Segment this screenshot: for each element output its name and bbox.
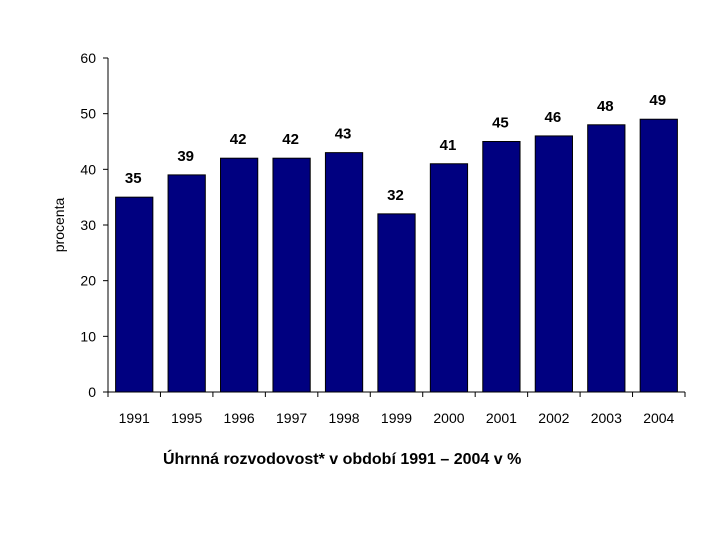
data-label-2001: 45 [492, 115, 509, 132]
x-tick-label-1998: 1998 [328, 410, 359, 426]
bar-2000 [429, 163, 469, 393]
x-tick-label-1995: 1995 [171, 410, 202, 426]
bar-2004 [639, 118, 678, 393]
x-tick-label-1999: 1999 [381, 410, 412, 426]
bar-2003 [587, 124, 626, 393]
data-label-2002: 46 [545, 109, 562, 126]
data-label-1996: 42 [230, 131, 247, 148]
bar-1995 [167, 174, 206, 393]
y-tick-label: 20 [80, 273, 96, 289]
y-tick-label: 50 [80, 106, 96, 122]
data-label-1995: 39 [177, 148, 194, 165]
chart-caption: Úhrnná rozvodovost* v období 1991 – 2004… [163, 451, 522, 468]
x-tick-label-2000: 2000 [433, 410, 464, 426]
bar-1996 [220, 157, 259, 393]
x-tick-label-2004: 2004 [643, 410, 674, 426]
data-label-2000: 41 [440, 137, 457, 154]
bar-1991 [115, 196, 154, 393]
data-label-1999: 32 [387, 187, 404, 204]
x-tick-label-1991: 1991 [119, 410, 150, 426]
bars: 35 39 42 42 43 32 41 45 46 48 49 [115, 92, 678, 393]
x-tick-label-1996: 1996 [224, 410, 255, 426]
data-label-2004: 49 [649, 92, 666, 109]
x-tick-label-2001: 2001 [486, 410, 517, 426]
data-label-2003: 48 [597, 98, 614, 115]
y-tick-label: 10 [80, 328, 96, 344]
data-label-1991: 35 [125, 170, 142, 187]
data-label-1998: 43 [335, 126, 352, 143]
bar-2002 [534, 135, 573, 393]
x-tick-label-2002: 2002 [538, 410, 569, 426]
y-tick-label: 60 [80, 50, 96, 66]
x-tick-label-2003: 2003 [591, 410, 622, 426]
y-axis: 0 10 20 30 40 50 60 [80, 50, 109, 400]
bar-1999 [377, 213, 416, 393]
y-axis-label: procenta [51, 198, 67, 253]
bar-1998 [324, 152, 364, 393]
x-tick-label-1997: 1997 [276, 410, 307, 426]
data-label-1997: 42 [282, 131, 299, 148]
y-tick-label: 30 [80, 217, 96, 233]
x-axis: 1991 1995 1996 1997 1998 1999 2000 2001 2002 2003… [107, 391, 686, 426]
y-tick-label: 0 [88, 384, 96, 400]
y-tick-label: 40 [80, 161, 96, 177]
bar-1997 [272, 157, 311, 393]
bar-2001 [482, 141, 521, 393]
